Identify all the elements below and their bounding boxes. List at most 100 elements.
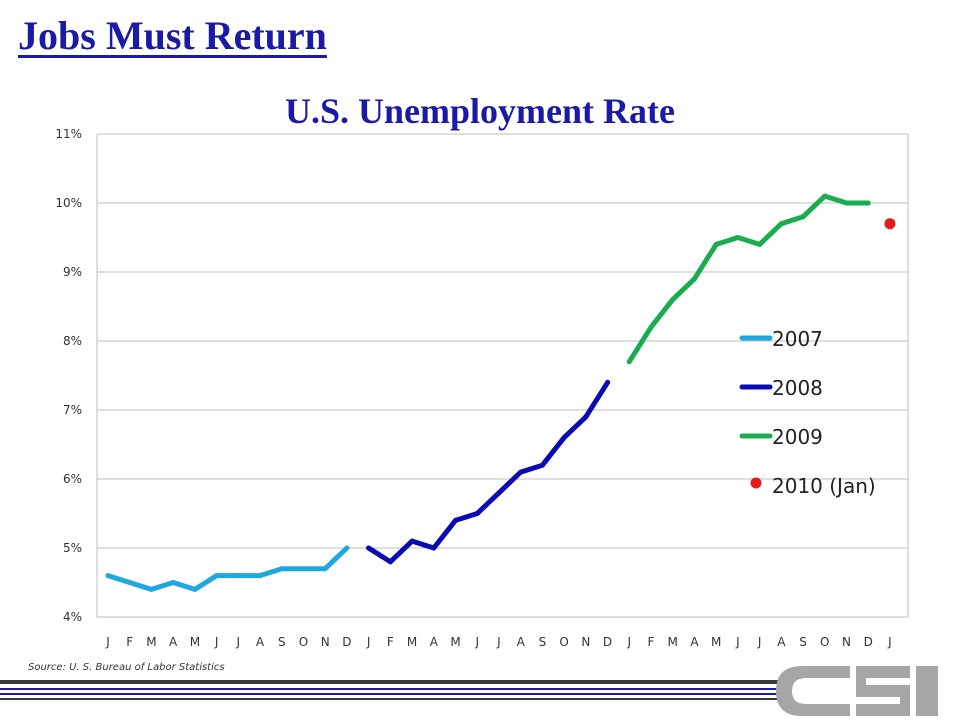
x-tick-label: S	[539, 635, 547, 649]
x-tick-label: D	[603, 635, 612, 649]
data-point-2007	[148, 586, 154, 592]
x-tick-label: O	[820, 635, 829, 649]
x-tick-label: N	[581, 635, 590, 649]
legend-label: 2010 (Jan)	[772, 474, 876, 498]
footer-line	[0, 680, 780, 684]
data-point-2008	[453, 517, 459, 523]
logo-letter-s	[856, 666, 910, 716]
x-tick-label: A	[777, 635, 786, 649]
x-tick-label: J	[366, 635, 371, 649]
x-tick-label: N	[321, 635, 330, 649]
legend-swatch	[750, 477, 762, 489]
data-point-2008	[474, 511, 480, 516]
data-point-2008	[409, 538, 415, 544]
x-tick-label: J	[496, 635, 501, 649]
data-point-2009	[691, 276, 697, 282]
page-header: Jobs Must Return	[18, 13, 327, 58]
data-point-2008	[366, 545, 372, 551]
data-point-2009	[778, 221, 784, 227]
x-tick-label: A	[517, 635, 526, 649]
x-tick-label: A	[430, 635, 439, 649]
x-tick-label: J	[627, 635, 632, 649]
data-point-2007	[322, 566, 328, 572]
data-point-2009	[822, 193, 828, 199]
data-point-2007	[257, 573, 263, 579]
y-tick-label: 9%	[63, 265, 82, 279]
y-tick-label: 6%	[63, 472, 82, 486]
data-point-2009	[648, 324, 654, 330]
x-tick-label: M	[407, 635, 417, 649]
x-tick-label: F	[387, 635, 394, 649]
x-tick-label: A	[169, 635, 178, 649]
series-line-2008	[366, 379, 611, 565]
chart-title: U.S. Unemployment Rate	[285, 91, 675, 131]
x-tick-label: N	[842, 635, 851, 649]
x-tick-label: M	[146, 635, 156, 649]
data-point-2008	[583, 414, 589, 420]
data-point-2009	[865, 200, 871, 206]
series-line-2007	[105, 545, 350, 592]
x-tick-label: J	[474, 635, 479, 649]
data-point-2008	[561, 435, 567, 441]
data-point-2008	[387, 559, 393, 565]
data-point-2007	[170, 580, 176, 585]
y-tick-label: 5%	[63, 541, 82, 555]
x-tick-label: J	[757, 635, 762, 649]
data-point-2007	[105, 573, 111, 579]
x-tick-label: O	[299, 635, 308, 649]
x-tick-label: S	[799, 635, 807, 649]
footer-line	[0, 688, 780, 690]
source-note: Source: U. S. Bureau of Labor Statistics	[28, 662, 225, 673]
x-tick-label: F	[126, 635, 133, 649]
x-tick-label: F	[648, 635, 655, 649]
x-tick-label: D	[342, 635, 351, 649]
data-point-2007	[235, 573, 241, 579]
logo-shapes	[776, 666, 938, 716]
x-tick-label: J	[214, 635, 219, 649]
data-point-2009	[843, 200, 849, 206]
data-point-2010-jan	[884, 218, 896, 230]
data-point-2007	[279, 566, 285, 572]
footer-line	[0, 693, 780, 695]
data-point-2008	[496, 490, 502, 496]
x-tick-label: J	[735, 635, 740, 649]
data-point-2007	[192, 586, 198, 592]
series-line-2009	[626, 193, 871, 365]
x-tick-label: A	[256, 635, 265, 649]
data-point-2009	[757, 241, 763, 247]
x-tick-label: D	[864, 635, 873, 649]
x-tick-label: M	[668, 635, 678, 649]
data-point-2009	[713, 241, 719, 247]
x-tick-label: J	[105, 635, 110, 649]
legend-label: 2008	[772, 376, 823, 400]
x-tick-label: M	[711, 635, 721, 649]
legend-label: 2007	[772, 327, 823, 351]
x-tick-label: M	[450, 635, 460, 649]
data-point-2008	[431, 545, 437, 551]
data-point-2008	[518, 469, 524, 475]
x-tick-label: M	[190, 635, 200, 649]
footer-line	[0, 698, 780, 700]
footer-decoration	[0, 680, 780, 720]
logo-letter-i	[916, 666, 938, 716]
data-point-2007	[214, 573, 220, 579]
x-tick-label: J	[887, 635, 892, 649]
data-point-2007	[300, 566, 306, 572]
y-tick-label: 4%	[63, 610, 82, 624]
legend-label: 2009	[772, 425, 823, 449]
y-tick-label: 8%	[63, 334, 82, 348]
data-point-2008	[539, 462, 545, 468]
y-tick-label: 10%	[55, 196, 82, 210]
data-point-2008	[605, 379, 611, 385]
y-tick-label: 11%	[55, 127, 82, 141]
x-tick-label: S	[278, 635, 286, 649]
data-point-2009	[670, 297, 676, 303]
data-point-2009	[626, 359, 632, 365]
x-tick-label: J	[236, 635, 241, 649]
y-tick-label: 7%	[63, 403, 82, 417]
data-point-2009	[800, 214, 806, 220]
csi-logo	[776, 666, 938, 716]
logo-letter-c	[776, 666, 850, 716]
data-point-2007	[127, 580, 133, 585]
